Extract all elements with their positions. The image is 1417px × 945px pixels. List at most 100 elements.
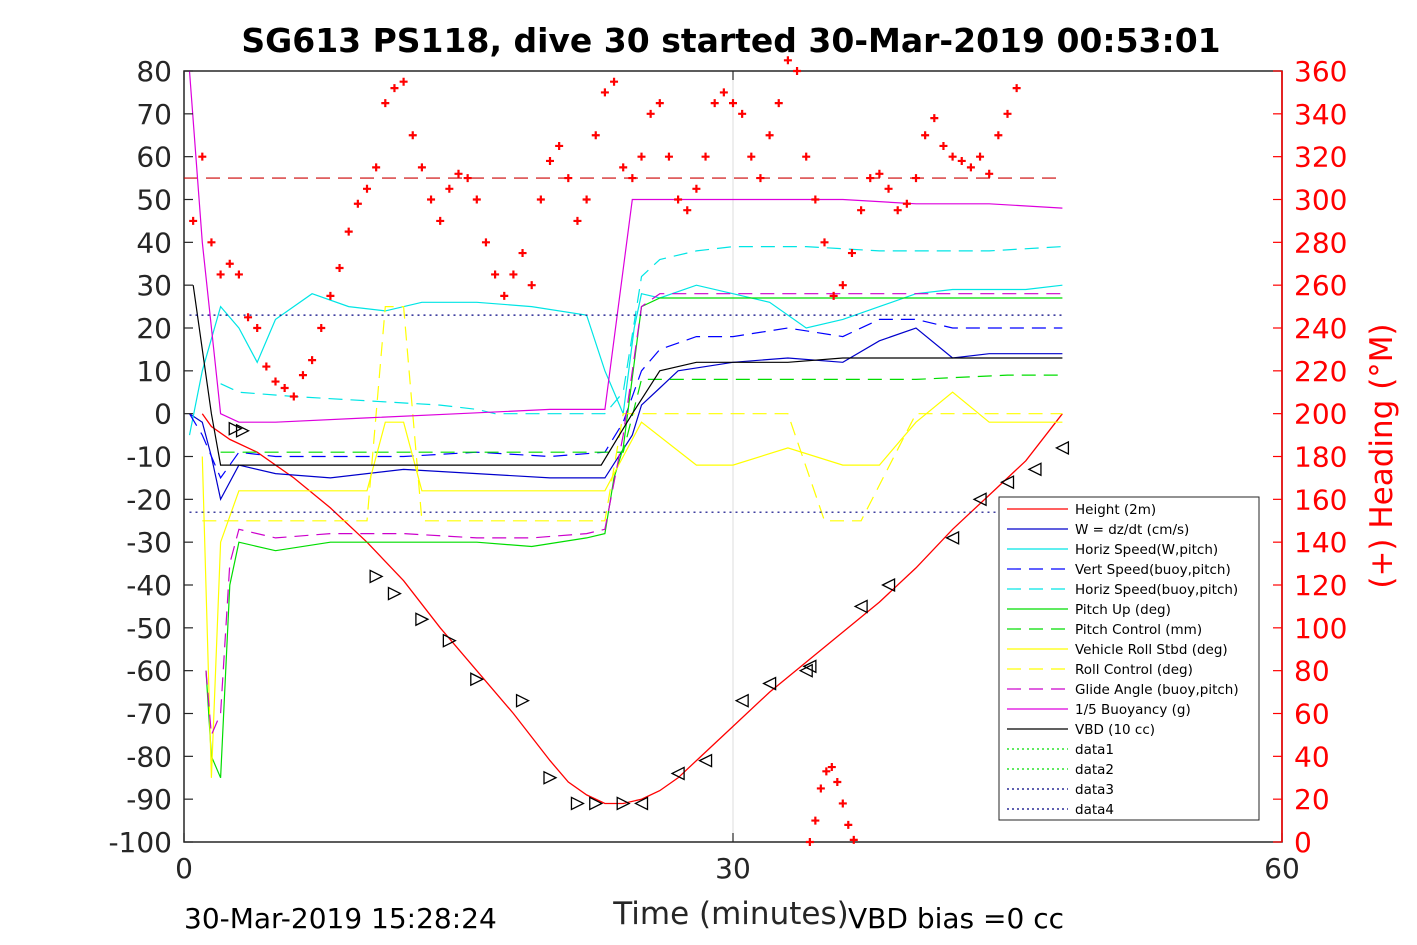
y2-tick-label: 120 — [1294, 569, 1347, 602]
heading-point — [857, 206, 866, 215]
event-triangle — [228, 421, 243, 436]
y-tick-label: -80 — [126, 740, 172, 773]
heading-point — [436, 216, 445, 225]
event-triangle — [972, 492, 987, 507]
series-vbd-10-cc — [192, 285, 1063, 466]
event-triangle — [1000, 475, 1015, 490]
heading-point — [738, 109, 747, 118]
heading-point — [372, 163, 381, 172]
heading-point — [280, 383, 289, 392]
heading-point — [509, 270, 518, 279]
y2-tick-label: 40 — [1294, 740, 1330, 773]
heading-point — [207, 238, 216, 247]
heading-point — [822, 767, 831, 776]
legend: Height (2m) W = dz/dt (cm/s) Horiz Speed(W… — [998, 496, 1260, 821]
heading-point — [912, 174, 920, 183]
heading-point — [262, 362, 271, 371]
y-tick-label: -90 — [126, 783, 172, 816]
heading-point — [976, 152, 985, 161]
heading-point — [298, 371, 307, 380]
y-tick-label: 30 — [136, 269, 172, 302]
event-triangle — [670, 766, 685, 781]
heading-point — [445, 184, 454, 193]
heading-point — [225, 259, 234, 268]
heading-point — [536, 195, 545, 204]
heading-point — [985, 169, 994, 178]
y-tick-label: -30 — [126, 526, 172, 559]
heading-point — [234, 270, 243, 279]
heading-point — [747, 152, 756, 161]
heading-point — [317, 324, 326, 332]
heading-point — [1003, 109, 1012, 118]
event-triangle — [515, 693, 531, 708]
x-axis-label: Time (minutes) — [612, 896, 848, 932]
heading-point — [701, 152, 710, 161]
heading-point — [811, 195, 820, 204]
heading-point — [902, 199, 911, 208]
chart-title: SG613 PS118, dive 30 started 30-Mar-2019… — [241, 21, 1220, 60]
legend-entry: data3 — [1075, 782, 1114, 798]
heading-point — [271, 377, 280, 386]
heading-point — [491, 270, 500, 279]
series-roll-control-deg — [202, 306, 1063, 522]
heading-point — [719, 88, 728, 97]
legend-entry: data1 — [1075, 742, 1114, 758]
heading-point — [472, 195, 481, 204]
y2-tick-label: 160 — [1294, 483, 1347, 516]
y-tick-label: 20 — [136, 312, 172, 345]
y-tick-label: -100 — [108, 826, 172, 859]
heading-point — [838, 799, 847, 808]
heading-point — [756, 174, 765, 183]
heading-point — [827, 763, 836, 772]
y2-tick-label: 20 — [1294, 783, 1330, 816]
event-triangle — [698, 753, 713, 768]
y-tick-label: 70 — [136, 98, 172, 131]
legend-entry: Vehicle Roll Stbd (deg) — [1075, 642, 1228, 658]
heading-point — [884, 184, 893, 193]
y2-tick-label: 260 — [1294, 269, 1347, 302]
heading-point — [308, 356, 317, 365]
heading-point — [805, 838, 814, 846]
event-triangle — [589, 796, 604, 811]
y-tick-label: 10 — [136, 355, 172, 388]
heading-point — [216, 270, 225, 279]
heading-point — [527, 281, 536, 290]
y2-tick-label: 200 — [1294, 398, 1347, 431]
event-triangle — [1027, 462, 1042, 477]
heading-point — [866, 174, 875, 183]
heading-point — [783, 56, 792, 65]
heading-point — [363, 184, 371, 193]
legend-box — [998, 496, 1260, 821]
y2-tick-label: 240 — [1294, 312, 1347, 345]
legend-entry: 1/5 Buoyancy (g) — [1075, 702, 1191, 718]
y2-tick-label: 180 — [1294, 441, 1347, 474]
y-tick-label: -60 — [126, 655, 172, 688]
heading-point — [619, 163, 628, 172]
heading-point — [692, 184, 701, 193]
heading-point — [381, 99, 390, 108]
heading-point — [628, 174, 637, 183]
y-tick-label: 80 — [136, 55, 172, 88]
heading-point — [921, 131, 930, 140]
heading-point — [555, 141, 564, 150]
heading-point — [454, 169, 463, 178]
heading-point — [417, 163, 426, 172]
series-pitch-control-mm — [220, 374, 1063, 453]
heading-point — [838, 281, 847, 290]
y2-tick-label: 320 — [1294, 141, 1347, 174]
heading-point — [582, 195, 591, 204]
y-tick-label: 0 — [154, 398, 172, 431]
heading-point — [820, 238, 829, 247]
y-tick-label: 50 — [136, 184, 172, 217]
heading-point — [849, 835, 858, 844]
series-horiz-speed-buoy-pitch — [220, 246, 1063, 415]
x-tick-label: 0 — [175, 852, 193, 885]
event-triangle — [802, 659, 817, 674]
y-tick-label: 60 — [136, 141, 172, 174]
heading-point — [390, 84, 399, 93]
heading-point — [847, 249, 856, 258]
legend-entry: VBD (10 cc) — [1075, 722, 1155, 738]
heading-point — [546, 156, 554, 165]
y-tick-label: -40 — [126, 569, 172, 602]
